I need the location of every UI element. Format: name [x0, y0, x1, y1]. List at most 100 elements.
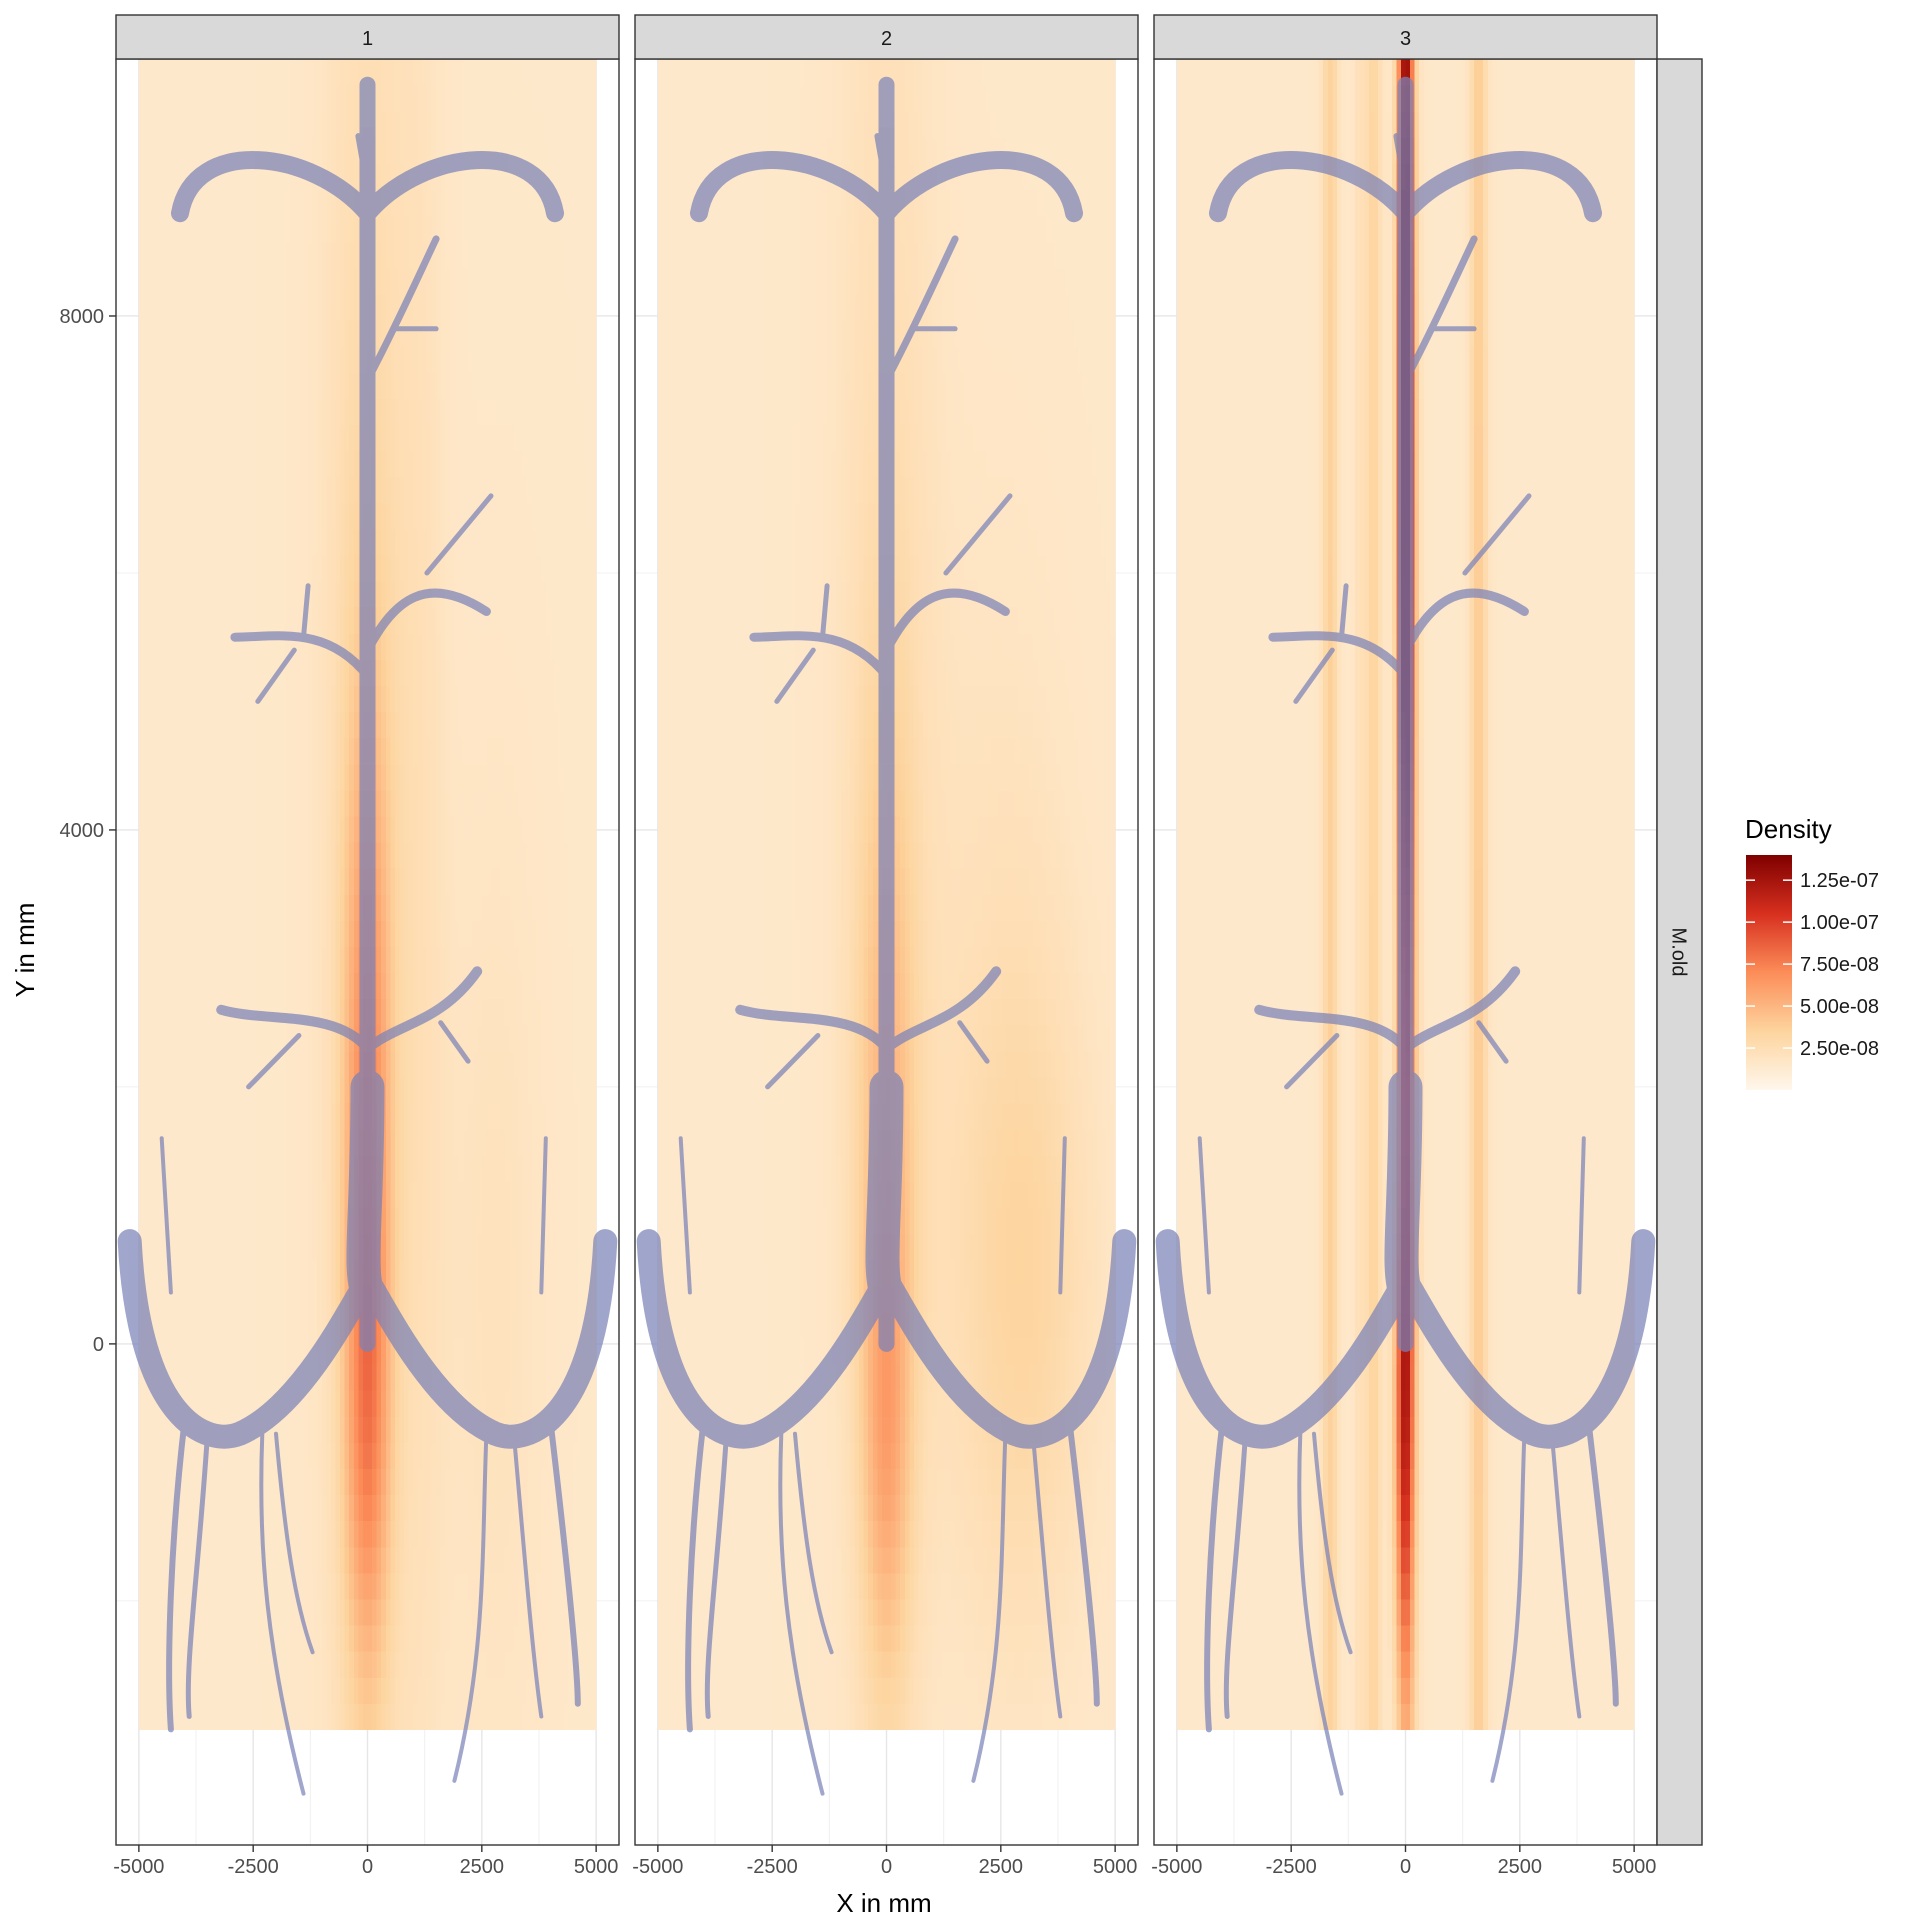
density-cell [491, 1051, 496, 1078]
density-cell [505, 842, 510, 869]
density-cell [482, 1338, 487, 1365]
density-cell [143, 1494, 148, 1521]
density-cell [592, 1494, 597, 1521]
density-cell [445, 1103, 450, 1130]
density-cell [244, 1233, 249, 1260]
density-cell [258, 1338, 263, 1365]
density-cell [217, 1260, 222, 1287]
density-cell [271, 607, 276, 634]
density-cell [175, 1651, 180, 1678]
density-cell [335, 477, 340, 504]
density-cell [299, 1468, 304, 1495]
density-cell [166, 764, 171, 791]
density-cell [262, 711, 267, 738]
density-cell [267, 946, 272, 973]
density-cell [139, 1521, 144, 1548]
density-cell [432, 1260, 437, 1287]
density-cell [395, 920, 400, 947]
density-cell [450, 764, 455, 791]
density-cell [532, 1181, 537, 1208]
density-cell [326, 503, 331, 530]
density-cell [217, 450, 222, 477]
density-cell [441, 1625, 446, 1652]
density-cell [381, 972, 386, 999]
density-cell [537, 1442, 542, 1469]
density-cell [432, 503, 437, 530]
density-cell [262, 1651, 267, 1678]
density-cell [171, 1181, 176, 1208]
density-cell [162, 1103, 167, 1130]
density-cell [496, 1573, 501, 1600]
density-cell [235, 711, 240, 738]
density-cell [249, 816, 254, 843]
density-cell [518, 450, 523, 477]
density-cell [221, 972, 226, 999]
density-cell [322, 816, 327, 843]
density-cell [322, 1677, 327, 1704]
density-cell [505, 868, 510, 895]
density-cell [253, 1025, 258, 1052]
density-cell [377, 946, 382, 973]
density-cell [546, 503, 551, 530]
density-cell [459, 1494, 464, 1521]
density-cell [194, 1051, 199, 1078]
density-cell [386, 1625, 391, 1652]
density-cell [303, 946, 308, 973]
density-cell [299, 868, 304, 895]
density-cell [194, 503, 199, 530]
density-cell [226, 1494, 231, 1521]
density-cell [386, 999, 391, 1026]
density-cell [303, 711, 308, 738]
density-cell [445, 1260, 450, 1287]
density-cell [514, 1312, 519, 1339]
density-cell [477, 920, 482, 947]
density-cell [235, 659, 240, 686]
density-cell [203, 868, 208, 895]
density-cell [267, 1677, 272, 1704]
density-cell [358, 1416, 363, 1443]
density-cell [303, 1677, 308, 1704]
density-cell [258, 1286, 263, 1313]
density-cell [569, 633, 574, 660]
density-cell [253, 1312, 258, 1339]
density-cell [514, 868, 519, 895]
density-cell [276, 1103, 281, 1130]
density-cell [249, 1651, 254, 1678]
density-cell [454, 1521, 459, 1548]
density-cell [267, 450, 272, 477]
density-cell [148, 999, 153, 1026]
density-cell [180, 764, 185, 791]
density-cell [313, 1181, 318, 1208]
density-cell [459, 659, 464, 686]
density-cell [486, 1468, 491, 1495]
density-cell [368, 1494, 373, 1521]
density-cell [500, 1025, 505, 1052]
density-cell [345, 450, 350, 477]
density-cell [308, 555, 313, 582]
density-cell [482, 1181, 487, 1208]
density-cell [212, 1103, 217, 1130]
density-cell [546, 1077, 551, 1104]
density-cell [249, 581, 254, 608]
density-cell [194, 1494, 199, 1521]
density-cell [523, 1468, 528, 1495]
density-cell [555, 607, 560, 634]
density-cell [404, 424, 409, 451]
density-cell [148, 738, 153, 765]
density-cell [445, 1625, 450, 1652]
density-cell [285, 1051, 290, 1078]
density-cell [592, 764, 597, 791]
density-cell [514, 1651, 519, 1678]
density-cell [413, 1077, 418, 1104]
density-cell [317, 711, 322, 738]
density-cell [226, 868, 231, 895]
density-cell [217, 1364, 222, 1391]
density-cell [349, 503, 354, 530]
density-cell [262, 1181, 267, 1208]
density-cell [541, 555, 546, 582]
density-cell [271, 555, 276, 582]
density-cell [587, 894, 592, 921]
density-cell [573, 790, 578, 817]
density-cell [139, 790, 144, 817]
density-cell [153, 1442, 158, 1469]
